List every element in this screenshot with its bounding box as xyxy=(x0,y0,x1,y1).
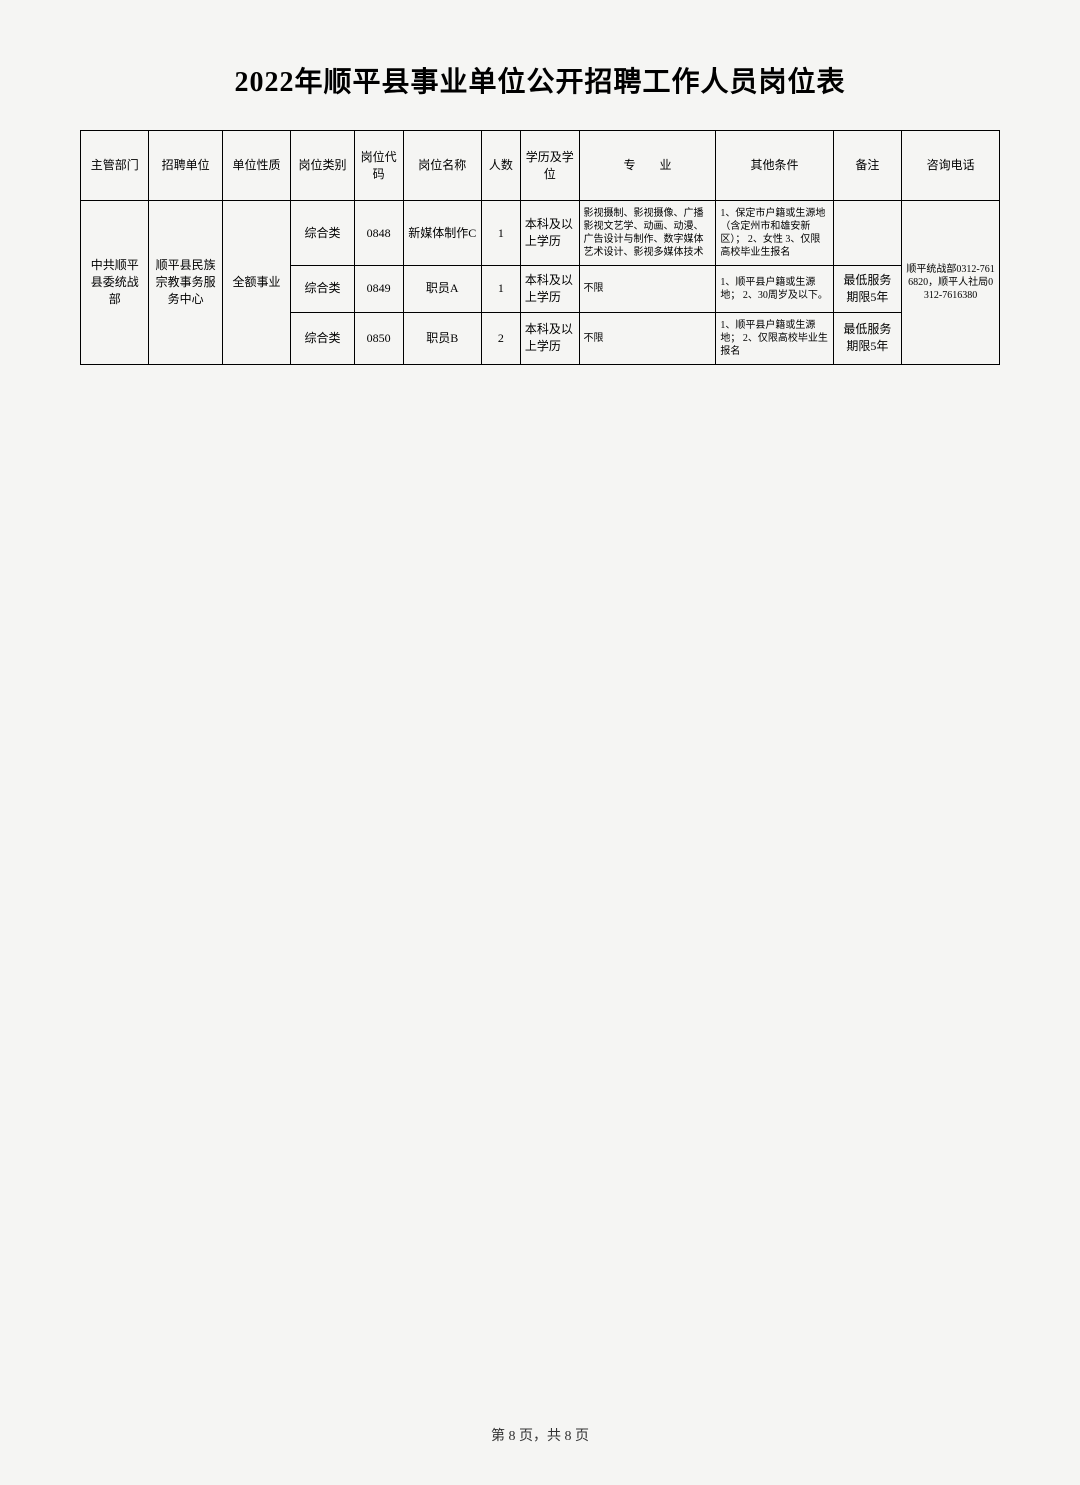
cell-code: 0848 xyxy=(354,201,403,266)
page-title: 2022年顺平县事业单位公开招聘工作人员岗位表 xyxy=(80,60,1000,100)
cell-phone: 顺平统战部0312-7616820，顺平人社局0312-7616380 xyxy=(902,201,1000,365)
header-count: 人数 xyxy=(481,131,520,201)
cell-posname: 职员A xyxy=(403,266,481,313)
page-footer: 第 8 页，共 8 页 xyxy=(0,1425,1080,1445)
cell-remark: 最低服务期限5年 xyxy=(833,266,901,313)
cell-dept: 中共顺平县委统战部 xyxy=(81,201,149,365)
header-remark: 备注 xyxy=(833,131,901,201)
header-code: 岗位代码 xyxy=(354,131,403,201)
cell-category: 综合类 xyxy=(291,266,355,313)
recruitment-table-container: 主管部门 招聘单位 单位性质 岗位类别 岗位代码 岗位名称 人数 学历及学位 专… xyxy=(80,130,1000,365)
cell-major: 不限 xyxy=(579,312,716,364)
cell-category: 综合类 xyxy=(291,312,355,364)
header-phone: 咨询电话 xyxy=(902,131,1000,201)
header-unit: 招聘单位 xyxy=(149,131,222,201)
cell-edu: 本科及以上学历 xyxy=(520,266,579,313)
cell-count: 1 xyxy=(481,266,520,313)
cell-code: 0849 xyxy=(354,266,403,313)
cell-edu: 本科及以上学历 xyxy=(520,312,579,364)
cell-other: 1、顺平县户籍或生源地； 2、仅限高校毕业生报名 xyxy=(716,312,833,364)
cell-major: 不限 xyxy=(579,266,716,313)
cell-other: 1、顺平县户籍或生源地； 2、30周岁及以下。 xyxy=(716,266,833,313)
header-dept: 主管部门 xyxy=(81,131,149,201)
cell-count: 1 xyxy=(481,201,520,266)
header-other: 其他条件 xyxy=(716,131,833,201)
cell-remark: 最低服务期限5年 xyxy=(833,312,901,364)
header-major: 专 业 xyxy=(579,131,716,201)
table-header-row: 主管部门 招聘单位 单位性质 岗位类别 岗位代码 岗位名称 人数 学历及学位 专… xyxy=(81,131,1000,201)
header-edu: 学历及学位 xyxy=(520,131,579,201)
cell-posname: 新媒体制作C xyxy=(403,201,481,266)
table-row: 中共顺平县委统战部 顺平县民族宗教事务服务中心 全额事业 综合类 0848 新媒… xyxy=(81,201,1000,266)
cell-major: 影视摄制、影视摄像、广播影视文艺学、动画、动漫、广告设计与制作、数字媒体艺术设计… xyxy=(579,201,716,266)
recruitment-table: 主管部门 招聘单位 单位性质 岗位类别 岗位代码 岗位名称 人数 学历及学位 专… xyxy=(80,130,1000,365)
cell-code: 0850 xyxy=(354,312,403,364)
cell-other: 1、保定市户籍或生源地（含定州市和雄安新区）； 2、女性 3、仅限高校毕业生报名 xyxy=(716,201,833,266)
cell-remark xyxy=(833,201,901,266)
cell-nature: 全额事业 xyxy=(222,201,290,365)
cell-posname: 职员B xyxy=(403,312,481,364)
cell-unit: 顺平县民族宗教事务服务中心 xyxy=(149,201,222,365)
header-nature: 单位性质 xyxy=(222,131,290,201)
header-posname: 岗位名称 xyxy=(403,131,481,201)
cell-category: 综合类 xyxy=(291,201,355,266)
cell-edu: 本科及以上学历 xyxy=(520,201,579,266)
cell-count: 2 xyxy=(481,312,520,364)
header-category: 岗位类别 xyxy=(291,131,355,201)
